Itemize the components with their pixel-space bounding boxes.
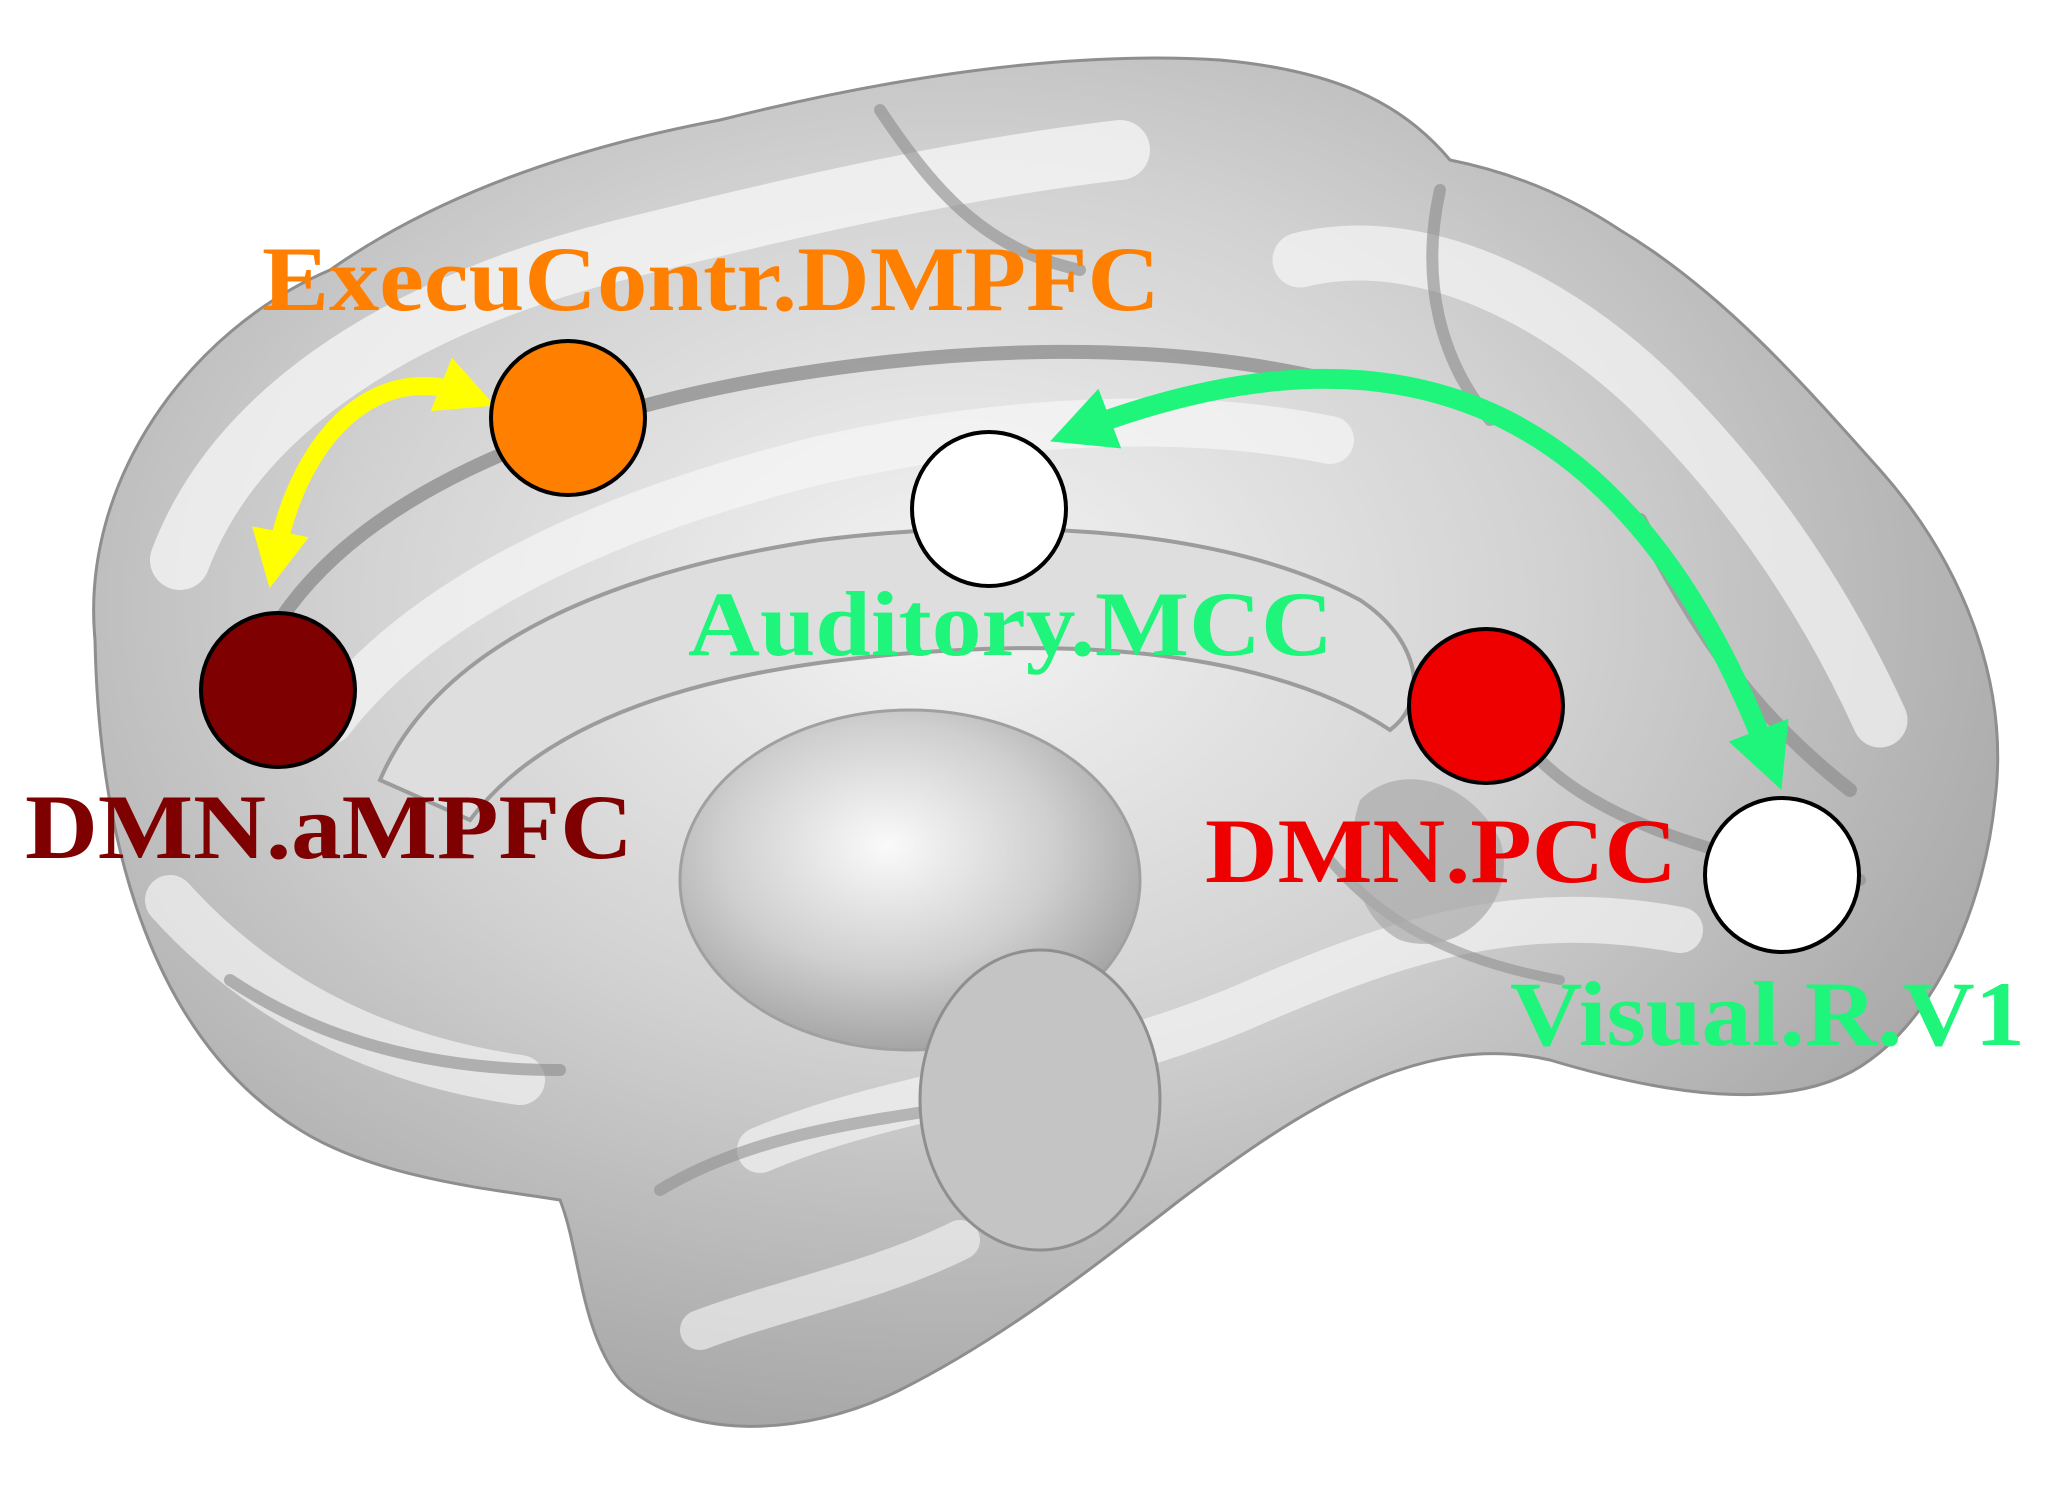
label-dmn-ampfc: DMN.aMPFC: [25, 776, 633, 878]
label-dmn-pcc: DMN.PCC: [1205, 800, 1677, 902]
brainstem: [918, 948, 1162, 1252]
node-auditory-mcc: [910, 430, 1068, 588]
node-execucontr-dmpfc: [489, 339, 647, 497]
label-visual-r-v1: Visual.R.V1: [1510, 963, 2025, 1065]
connections: [252, 357, 1789, 790]
connection-dmpfc-ampfc: [252, 357, 495, 589]
label-execucontr-dmpfc: ExecuContr.DMPFC: [262, 228, 1160, 330]
node-visual-r-v1: [1703, 796, 1861, 954]
node-dmn-ampfc: [199, 611, 357, 769]
labels: ExecuContr.DMPFC Auditory.MCC DMN.aMPFC …: [25, 228, 2025, 1065]
node-dmn-pcc: [1407, 627, 1565, 785]
nodes: [199, 339, 1861, 954]
connection-mcc-v1: [1050, 368, 1789, 790]
label-auditory-mcc: Auditory.MCC: [688, 573, 1333, 675]
occipital-cuneus-texture: [1352, 779, 1504, 944]
